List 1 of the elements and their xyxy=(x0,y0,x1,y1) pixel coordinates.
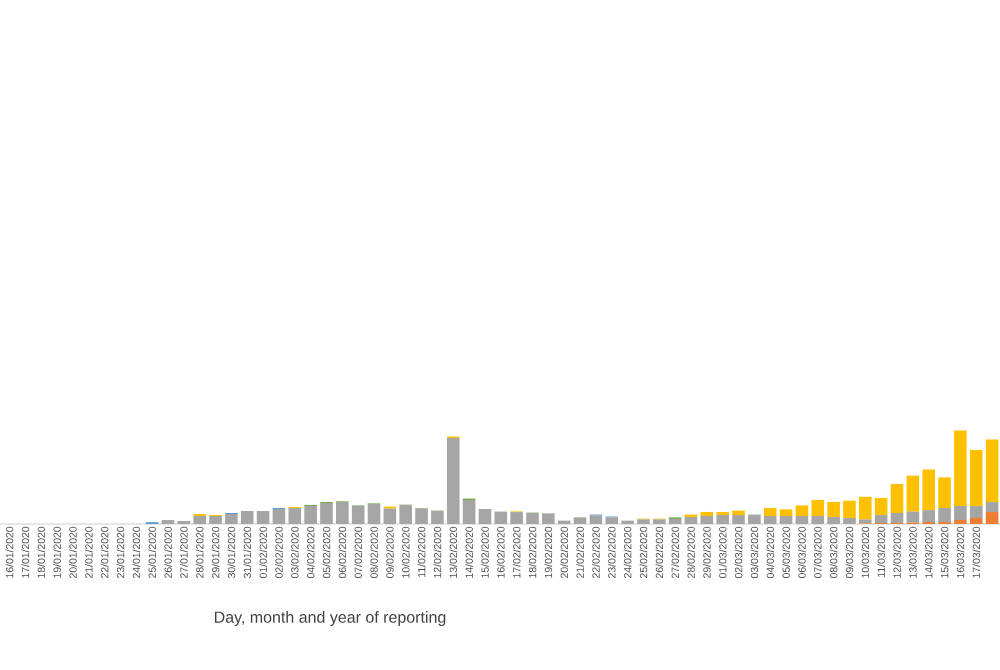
x-axis-title: Day, month and year of reporting xyxy=(214,611,446,626)
